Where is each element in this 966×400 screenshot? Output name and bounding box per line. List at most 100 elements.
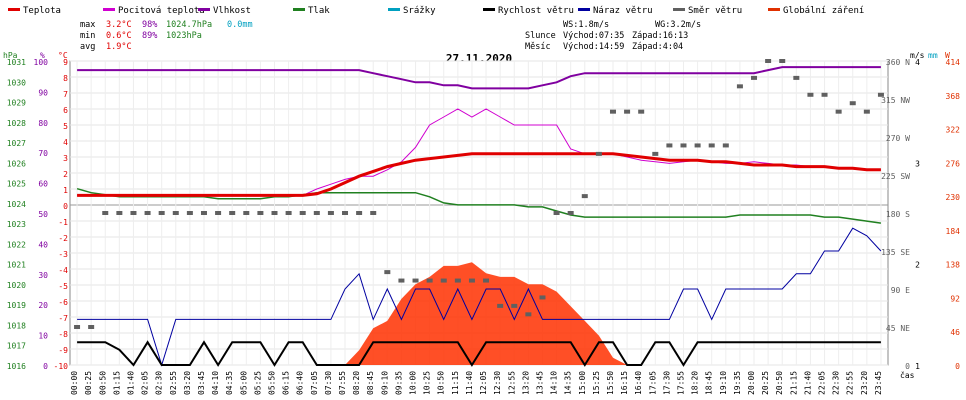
tick-label-hpa: 1027 (7, 139, 26, 148)
tick-label-c: -7 (58, 314, 68, 323)
tick-label-dir: 360 N (886, 58, 910, 67)
tick-label-x: 02:05 (141, 371, 150, 395)
stat-max-rain: 0.0mm (227, 20, 253, 30)
legend-swatch (8, 8, 20, 11)
tick-label-c: -6 (58, 298, 68, 307)
legend-label: Globální záření (783, 6, 864, 16)
tick-label-c: 9 (63, 58, 68, 67)
tick-label-hpa: 1018 (7, 322, 26, 331)
tick-label-x: 19:10 (719, 371, 728, 395)
legend-swatch (673, 8, 685, 11)
tick-label-dir: 135 SE (881, 248, 910, 257)
legend-swatch (388, 8, 400, 11)
legend-swatch (768, 8, 780, 11)
tick-label-pct: 20 (38, 301, 48, 310)
tick-label-c: 6 (63, 106, 68, 115)
direction-mark (722, 143, 729, 148)
tick-label-x: 17:05 (648, 371, 657, 395)
direction-mark (412, 278, 419, 283)
tick-label-hpa: 1030 (7, 78, 26, 87)
tick-label-x: 20:25 (761, 371, 770, 395)
legend: Teplota Pocitová teplota Vlhkost Tlak Srážky… (8, 6, 864, 16)
direction-mark (638, 109, 645, 114)
direction-mark (609, 109, 616, 114)
tick-label-dir: 270 W (886, 134, 910, 143)
direction-mark (215, 211, 222, 215)
tick-label-hpa: 1017 (7, 342, 26, 351)
tick-label-w: 230 (946, 193, 961, 202)
series-temperature (77, 152, 881, 197)
tick-label-dir: 0 (905, 362, 910, 371)
sun-set: Západ:16:13 (632, 31, 688, 41)
direction-mark (88, 325, 95, 329)
direction-mark (285, 211, 292, 215)
legend-swatch (483, 8, 495, 11)
tick-label-pct: 70 (38, 149, 48, 158)
tick-label-x: 20:50 (775, 371, 784, 395)
tick-label-x: 05:00 (239, 371, 248, 395)
tick-label-ms: 2 (915, 261, 920, 270)
direction-mark (313, 211, 320, 215)
direction-mark (172, 211, 179, 215)
tick-label-x: 22:30 (832, 371, 841, 395)
tick-label-dir: 90 E (891, 286, 910, 295)
legend-swatch (103, 8, 115, 11)
direction-mark (680, 143, 687, 148)
plot-area (74, 59, 884, 367)
tick-label-x: 15:25 (592, 371, 601, 395)
direction-mark (130, 211, 137, 215)
series-humidity (77, 66, 881, 90)
tick-label-dir: 225 SW (881, 172, 910, 181)
series-wind-speed (77, 340, 881, 367)
tick-label-c: 3 (63, 154, 68, 163)
axis-unit-pct: % (40, 51, 45, 60)
tick-label-x: 18:20 (691, 371, 700, 395)
tick-label-c: 5 (63, 122, 68, 131)
direction-mark (553, 211, 560, 215)
moon-set: Západ:4:04 (632, 42, 683, 52)
direction-mark (356, 211, 363, 215)
direction-mark (835, 109, 842, 114)
direction-mark (271, 211, 278, 215)
stat-min-label: min (80, 31, 95, 41)
tick-label-x: 13:45 (536, 371, 545, 395)
direction-mark (243, 211, 250, 215)
series-wind-gust (77, 227, 882, 367)
sun-label: Slunce (525, 31, 556, 41)
tick-label-x: 13:20 (521, 371, 530, 395)
stat-max-hum: 98% (142, 20, 157, 30)
tick-label-c: 4 (63, 138, 68, 147)
tick-label-c: 0 (63, 202, 68, 211)
tick-label-hpa: 1025 (7, 180, 26, 189)
legend-swatch (198, 8, 210, 11)
tick-label-w: 414 (946, 58, 961, 67)
tick-label-x: 12:05 (479, 371, 488, 395)
tick-label-x: 15:50 (606, 371, 615, 395)
tick-label-pct: 10 (38, 332, 48, 341)
tick-label-x: 00:50 (98, 371, 107, 395)
direction-mark (483, 278, 490, 283)
tick-label-x: 06:40 (296, 371, 305, 395)
tick-label-x: 16:15 (620, 371, 629, 395)
tick-label-pct: 80 (38, 119, 48, 128)
tick-label-hpa: 1024 (7, 200, 26, 209)
direction-mark (877, 92, 884, 97)
tick-label-x: 23:45 (874, 371, 883, 395)
tick-label-c: -3 (58, 250, 68, 259)
tick-label-x: 00:25 (84, 371, 93, 395)
stat-min-temp: 0.6°C (106, 31, 132, 41)
tick-label-x: 12:55 (507, 371, 516, 395)
tick-label-ms: 4 (915, 58, 920, 67)
direction-mark (384, 270, 391, 275)
tick-label-w: 184 (946, 227, 961, 236)
tick-label-x: 12:30 (493, 371, 502, 395)
direction-mark (497, 303, 504, 308)
tick-label-dir: 45 NE (886, 324, 910, 333)
legend-label: Pocitová teplota (118, 6, 205, 16)
tick-label-x: 15:00 (578, 371, 587, 395)
direction-mark (765, 59, 772, 63)
tick-label-x: 11:15 (451, 371, 460, 395)
tick-label-c: -4 (58, 266, 68, 275)
tick-label-hpa: 1029 (7, 99, 26, 108)
direction-mark (567, 211, 574, 215)
